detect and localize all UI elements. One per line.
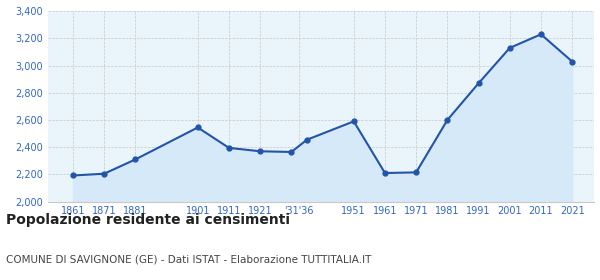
Text: Popolazione residente ai censimenti: Popolazione residente ai censimenti (6, 213, 290, 227)
Text: COMUNE DI SAVIGNONE (GE) - Dati ISTAT - Elaborazione TUTTITALIA.IT: COMUNE DI SAVIGNONE (GE) - Dati ISTAT - … (6, 255, 371, 265)
